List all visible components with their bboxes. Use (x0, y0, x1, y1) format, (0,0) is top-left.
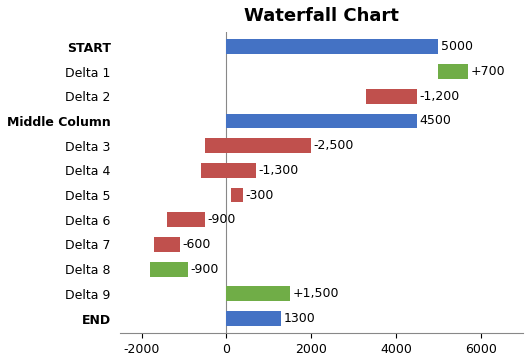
Text: -600: -600 (182, 238, 210, 251)
Bar (366, 89, 417, 104)
Bar (226, 40, 438, 54)
Bar (231, 188, 243, 203)
Bar (226, 286, 290, 301)
Text: +1,500: +1,500 (293, 287, 339, 300)
Text: -900: -900 (191, 262, 219, 276)
Bar (438, 64, 468, 79)
Bar (205, 138, 311, 153)
Text: -900: -900 (208, 213, 236, 226)
Text: -2,500: -2,500 (314, 139, 354, 152)
Bar (154, 237, 180, 252)
Text: -1,200: -1,200 (420, 90, 460, 103)
Title: Waterfall Chart: Waterfall Chart (244, 7, 399, 25)
Text: 5000: 5000 (441, 40, 473, 53)
Bar (150, 262, 188, 277)
Text: 1300: 1300 (284, 312, 316, 325)
Text: 4500: 4500 (420, 114, 452, 127)
Text: +700: +700 (471, 65, 505, 78)
Bar (201, 163, 256, 178)
Bar (226, 114, 417, 129)
Text: -300: -300 (246, 188, 274, 201)
Bar (167, 212, 205, 227)
Text: -1,300: -1,300 (259, 164, 299, 177)
Bar (226, 311, 281, 326)
